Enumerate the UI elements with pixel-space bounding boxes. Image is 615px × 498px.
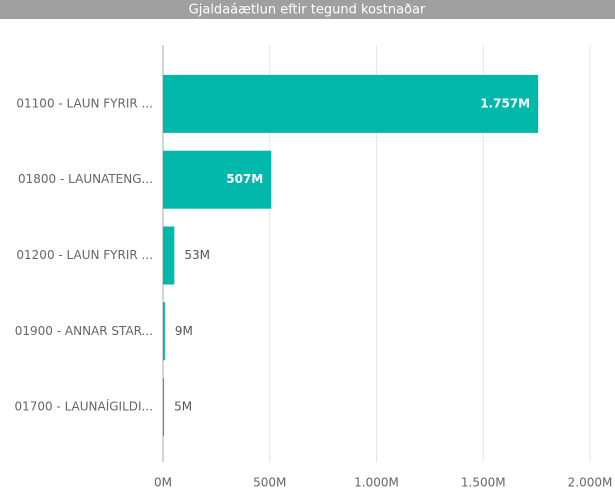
y-tick-label: 01700 - LAUNAÍGILDI... (14, 399, 153, 414)
bar (163, 302, 165, 361)
x-tick-label: 2.000M (568, 476, 613, 490)
y-tick-label: 01900 - ANNAR STAR... (15, 324, 153, 338)
value-label: 9M (175, 324, 193, 338)
title-bar (0, 0, 615, 19)
x-tick-label: 0M (154, 476, 172, 490)
x-tick-label: 1.000M (354, 476, 399, 490)
chart-title: Gjaldaáætlun eftir tegund kostnaðar (189, 3, 426, 18)
value-label: 1.757M (480, 96, 530, 110)
value-label: 5M (174, 400, 192, 414)
bar (163, 150, 272, 209)
value-label: 507M (226, 172, 263, 186)
y-tick-label: 01800 - LAUNATENG... (18, 172, 153, 186)
bar (163, 74, 539, 133)
x-tick-label: 1.500M (461, 476, 506, 490)
bar (163, 378, 165, 437)
value-label: 53M (184, 248, 210, 262)
x-tick-label: 500M (253, 476, 286, 490)
y-tick-label: 01100 - LAUN FYRIR ... (16, 96, 153, 110)
y-tick-label: 01200 - LAUN FYRIR ... (16, 248, 153, 262)
bar (163, 226, 175, 285)
